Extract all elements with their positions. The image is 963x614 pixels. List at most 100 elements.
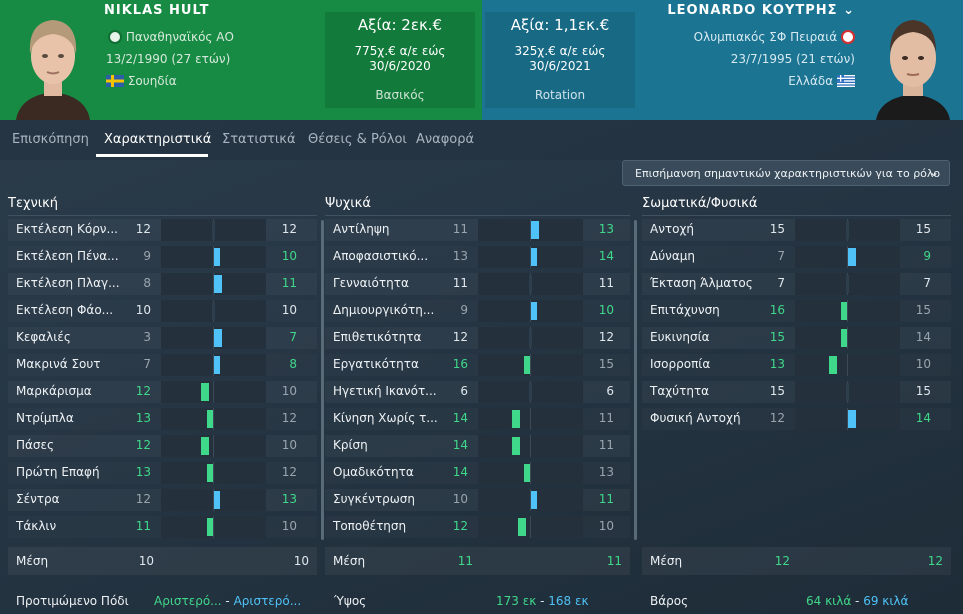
bar-center-line — [213, 354, 214, 376]
attribute-name: Ευκινησία — [650, 330, 710, 344]
attribute-row[interactable]: Κρίση 14 11 — [325, 435, 630, 457]
bar-equal-mark — [529, 383, 532, 401]
average-label: Μέση — [333, 554, 366, 568]
highlight-role-attributes-dropdown[interactable]: Επισήμανση σημαντικών χαρακτηριστικών γι… — [622, 160, 950, 186]
player-right-club[interactable]: Ολυμπιακός ΣΦ Πειραιά — [694, 30, 855, 44]
attribute-row[interactable]: Ηγετική Ικανότ... 6 6 — [325, 381, 630, 403]
bar-center-line — [213, 246, 214, 268]
comparison-header: NIKLAS HULT Παναθηναϊκός ΑΟ 13/2/1990 (2… — [0, 0, 963, 120]
attribute-row[interactable]: Ισορροπία 13 10 — [642, 354, 951, 376]
attribute-row[interactable]: Αντοχή 15 15 — [642, 219, 951, 241]
player-right-selector[interactable]: LEONARDO ΚΟΥΤΡΗΣ ⌄ — [667, 3, 855, 18]
tab-statistics[interactable]: Στατιστικά — [222, 132, 296, 147]
column-scrollbar[interactable] — [321, 220, 324, 540]
attribute-row[interactable]: Εκτέλεση Φάο... 10 10 — [8, 300, 317, 322]
bar-center-line — [530, 300, 531, 322]
attribute-row[interactable]: Κίνηση Χωρίς τ... 14 11 — [325, 408, 630, 430]
attribute-row[interactable]: Πρώτη Επαφή 13 12 — [8, 462, 317, 484]
player-right-nation-name: Ελλάδα — [788, 74, 834, 88]
bar-left-advantage — [207, 518, 213, 536]
attribute-value-left: 12 — [135, 492, 151, 506]
attribute-row[interactable]: Δημιουργικότη... 9 10 — [325, 300, 630, 322]
attribute-value-right: 11 — [598, 438, 614, 452]
attribute-name: Φυσική Αντοχή — [650, 411, 741, 425]
attribute-row[interactable]: Μακρινά Σουτ 7 8 — [8, 354, 317, 376]
attribute-row[interactable]: Ευκινησία 15 14 — [642, 327, 951, 349]
attribute-row[interactable]: Εκτέλεση Κόρν... 12 12 — [8, 219, 317, 241]
bar-center-line — [213, 516, 214, 538]
greece-flag-icon — [837, 75, 855, 87]
attribute-row[interactable]: Ντρίμπλα 13 12 — [8, 408, 317, 430]
tab-report[interactable]: Αναφορά — [416, 132, 475, 147]
attribute-row[interactable]: Εργατικότητα 16 15 — [325, 354, 630, 376]
attribute-value-right: 12 — [281, 465, 297, 479]
attribute-row[interactable]: Συγκέντρωση 10 11 — [325, 489, 630, 511]
attribute-comparison-bar — [795, 273, 900, 295]
attribute-row[interactable]: Γενναιότητα 11 11 — [325, 273, 630, 295]
attribute-name: Σέντρα — [16, 492, 60, 506]
attribute-comparison-bar — [478, 516, 583, 538]
player-right-dob: 23/7/1995 (21 ετών) — [730, 52, 855, 66]
attribute-row[interactable]: Μαρκάρισμα 12 10 — [8, 381, 317, 403]
bar-right-advantage — [214, 329, 222, 347]
attribute-row[interactable]: Τάκλιν 11 10 — [8, 516, 317, 538]
attribute-comparison-bar — [161, 381, 266, 403]
attribute-row[interactable]: Ομαδικότητα 14 13 — [325, 462, 630, 484]
chevron-down-icon: ⌄ — [928, 165, 939, 179]
attribute-value-left: 12 — [452, 519, 468, 533]
attribute-row[interactable]: Ταχύτητα 15 15 — [642, 381, 951, 403]
attribute-comparison-bar — [478, 300, 583, 322]
attribute-row[interactable]: Αποφασιστικό... 13 14 — [325, 246, 630, 268]
attribute-row[interactable]: Κεφαλιές 3 7 — [8, 327, 317, 349]
player-right-value: Αξία: 1,1εκ.€ — [510, 16, 610, 34]
attribute-row[interactable]: Φυσική Αντοχή 12 14 — [642, 408, 951, 430]
preferred-foot-left: Αριστερό... — [154, 594, 222, 608]
bar-center-line — [213, 489, 214, 511]
attribute-comparison-bar — [161, 273, 266, 295]
attribute-name: Ταχύτητα — [650, 384, 710, 398]
attribute-name: Εκτέλεση Πένα... — [16, 249, 119, 263]
attribute-comparison-bar — [478, 219, 583, 241]
bar-left-advantage — [207, 410, 213, 428]
attribute-row[interactable]: Επιθετικότητα 12 12 — [325, 327, 630, 349]
attribute-row[interactable]: Σέντρα 12 13 — [8, 489, 317, 511]
attribute-comparison-bar — [161, 462, 266, 484]
bar-center-line — [847, 300, 848, 322]
tab-attributes[interactable]: Χαρακτηριστικά — [104, 132, 212, 147]
attribute-row[interactable]: Εκτέλεση Πένα... 9 10 — [8, 246, 317, 268]
average-value-right: 10 — [293, 554, 309, 568]
attribute-name: Τάκλιν — [16, 519, 57, 533]
attribute-name: Εργατικότητα — [333, 357, 419, 371]
player-right-name: LEONARDO ΚΟΥΤΡΗΣ — [667, 3, 838, 18]
attribute-comparison-bar — [478, 435, 583, 457]
player-right-club-name: Ολυμπιακός ΣΦ Πειραιά — [693, 30, 838, 44]
attribute-comparison-bar — [795, 381, 900, 403]
player-left-club[interactable]: Παναθηναϊκός ΑΟ — [108, 30, 234, 44]
player-left-panel: NIKLAS HULT Παναθηναϊκός ΑΟ 13/2/1990 (2… — [0, 0, 482, 120]
bar-equal-mark — [846, 221, 849, 239]
attribute-row[interactable]: Πάσες 12 10 — [8, 435, 317, 457]
column-scrollbar[interactable] — [634, 220, 637, 540]
attribute-row[interactable]: Επιτάχυνση 16 15 — [642, 300, 951, 322]
attribute-value-right: 10 — [281, 519, 297, 533]
attribute-value-right: 11 — [598, 492, 614, 506]
bar-right-advantage — [214, 275, 222, 293]
attribute-value-right: 15 — [915, 222, 931, 236]
attribute-row[interactable]: Αντίληψη 11 13 — [325, 219, 630, 241]
attribute-row[interactable]: Δύναμη 7 9 — [642, 246, 951, 268]
attribute-value-left: 12 — [135, 222, 151, 236]
preferred-foot-label: Προτιμώμενο Πόδι — [16, 594, 129, 608]
bar-center-line — [847, 408, 848, 430]
attribute-row[interactable]: Εκτέλεση Πλαγ... 8 11 — [8, 273, 317, 295]
attribute-row[interactable]: Έκταση Άλματος 7 7 — [642, 273, 951, 295]
section-divider — [325, 215, 630, 216]
bar-center-line — [847, 246, 848, 268]
tab-overview[interactable]: Επισκόπηση — [12, 132, 89, 147]
attribute-value-left: 9 — [143, 249, 151, 263]
average-label: Μέση — [16, 554, 49, 568]
attribute-value-right: 10 — [281, 303, 297, 317]
chevron-down-icon: ⌄ — [843, 3, 855, 18]
attribute-row[interactable]: Τοποθέτηση 12 10 — [325, 516, 630, 538]
tab-positions-roles[interactable]: Θέσεις & Ρόλοι — [308, 132, 407, 147]
attribute-value-right: 12 — [598, 330, 614, 344]
